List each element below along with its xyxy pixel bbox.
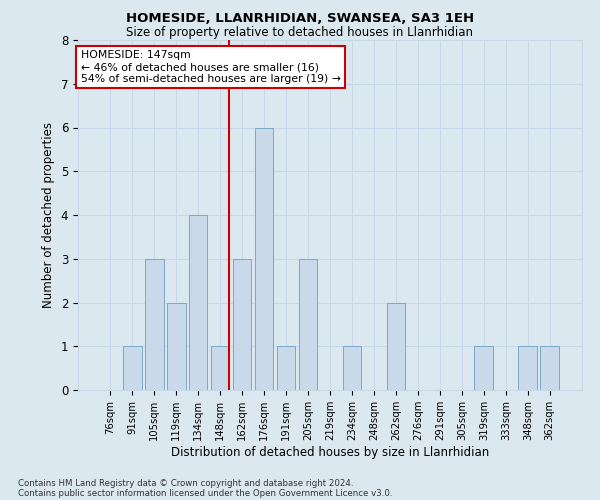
Text: HOMESIDE, LLANRHIDIAN, SWANSEA, SA3 1EH: HOMESIDE, LLANRHIDIAN, SWANSEA, SA3 1EH xyxy=(126,12,474,26)
Text: Size of property relative to detached houses in Llanrhidian: Size of property relative to detached ho… xyxy=(127,26,473,39)
Bar xyxy=(211,346,229,390)
Bar xyxy=(167,302,185,390)
Text: Contains public sector information licensed under the Open Government Licence v3: Contains public sector information licen… xyxy=(18,488,392,498)
Bar xyxy=(518,346,537,390)
Bar xyxy=(233,259,251,390)
X-axis label: Distribution of detached houses by size in Llanrhidian: Distribution of detached houses by size … xyxy=(171,446,489,458)
Bar xyxy=(343,346,361,390)
Text: Contains HM Land Registry data © Crown copyright and database right 2024.: Contains HM Land Registry data © Crown c… xyxy=(18,478,353,488)
Bar xyxy=(189,215,208,390)
Y-axis label: Number of detached properties: Number of detached properties xyxy=(42,122,55,308)
Bar xyxy=(277,346,295,390)
Bar xyxy=(255,128,274,390)
Bar xyxy=(123,346,142,390)
Text: HOMESIDE: 147sqm
← 46% of detached houses are smaller (16)
54% of semi-detached : HOMESIDE: 147sqm ← 46% of detached house… xyxy=(80,50,340,84)
Bar xyxy=(475,346,493,390)
Bar xyxy=(541,346,559,390)
Bar xyxy=(386,302,405,390)
Bar xyxy=(299,259,317,390)
Bar xyxy=(145,259,164,390)
